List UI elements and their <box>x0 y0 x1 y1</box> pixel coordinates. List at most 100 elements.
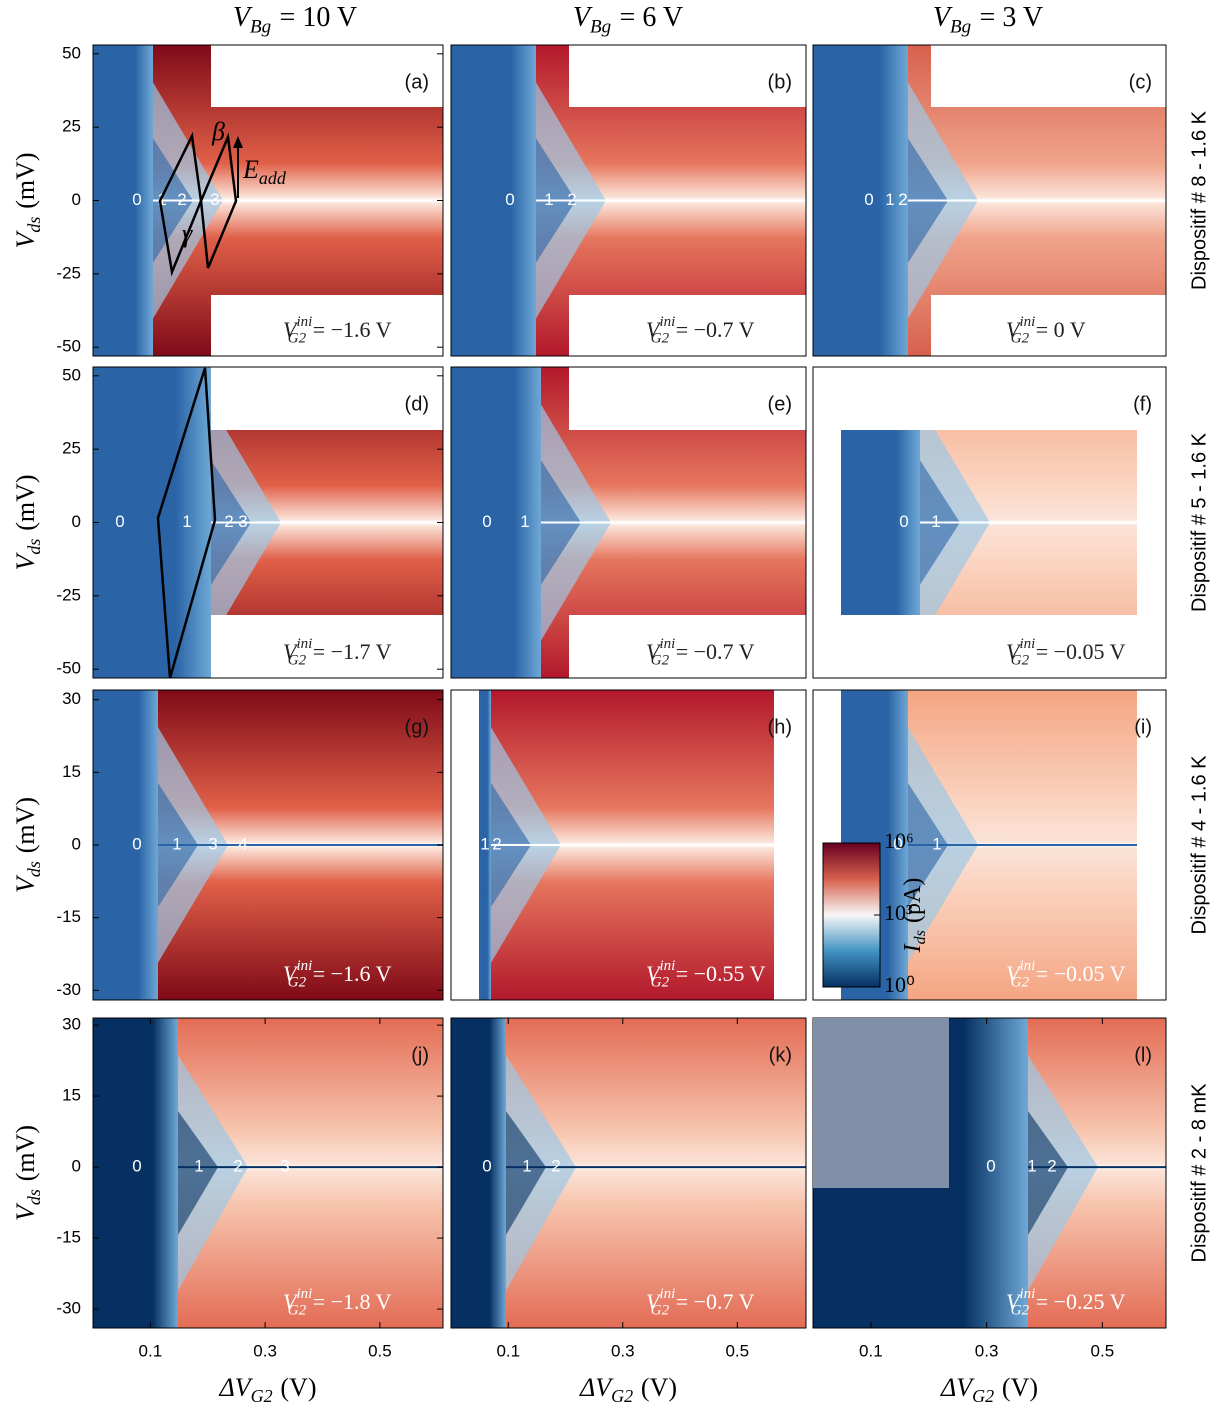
subscript: add <box>259 168 287 188</box>
panel-letter: (d) <box>405 393 429 415</box>
panel-frame <box>450 44 807 357</box>
subscript: ds <box>912 930 929 944</box>
no-data-region <box>569 295 806 356</box>
symbol: V <box>1006 317 1022 342</box>
v-ini-label: Vini G2 = −0.05 V <box>1006 959 1126 992</box>
colorbar-tick-label: 10³ <box>884 900 913 925</box>
charge-state-label: 0 <box>482 1157 491 1176</box>
charge-state-label: 1 <box>522 1157 531 1176</box>
panel-frame <box>450 366 807 679</box>
superscript: ini <box>659 959 675 975</box>
subscript: Bg <box>950 17 971 38</box>
heatmap-blocked-region <box>813 45 908 356</box>
panel-letter: (c) <box>1129 71 1152 93</box>
text: (V) <box>280 1373 316 1402</box>
text: (mV) <box>11 797 40 853</box>
superscript: ini <box>659 1287 675 1303</box>
charge-state-label: 1 <box>480 834 489 853</box>
heatmap-blocked-region <box>93 367 211 678</box>
symbol: E <box>242 155 259 184</box>
v-ini-label: Vini G2 = −1.7 V <box>283 637 392 670</box>
charge-state-label: 2 <box>1047 1157 1056 1176</box>
y-tick-label: -30 <box>56 1299 81 1318</box>
symbol: V <box>646 639 662 664</box>
no-data-region <box>774 690 806 1000</box>
text: = 10 V <box>280 2 358 33</box>
charge-state-label: 1 <box>931 512 940 531</box>
charge-state-label: 2 <box>898 190 907 209</box>
subscript: ds <box>24 217 44 233</box>
text: (V) <box>1002 1373 1038 1402</box>
colorbar <box>822 842 881 988</box>
subscript: G2 <box>651 1303 670 1319</box>
panel-frame <box>812 44 1167 357</box>
text: (pA) <box>900 878 926 923</box>
v-ini-label: Vini G2 = −1.8 V <box>283 1287 392 1320</box>
charge-state-label: 2 <box>567 190 576 209</box>
charge-state-label: 1 <box>520 512 529 531</box>
panel-frame <box>450 1017 807 1329</box>
symbol: V <box>1006 639 1022 664</box>
charge-state-label: 0 <box>132 834 141 853</box>
subscript: G2 <box>972 1386 994 1406</box>
text: (mV) <box>11 474 40 530</box>
coulomb-fan-core <box>1028 1111 1068 1235</box>
charge-state-label: 1 <box>932 834 941 853</box>
charge-state-label: 0 <box>893 834 902 853</box>
superscript: ini <box>1019 1287 1035 1303</box>
x-axis-label: ΔVG2 (V) <box>218 1373 316 1406</box>
coulomb-diamond <box>156 367 217 679</box>
superscript: ini <box>1019 959 1035 975</box>
y-axis-label: Vds (mV) <box>11 1125 44 1221</box>
y-tick-label: -50 <box>56 337 81 356</box>
column-title: VBg = 3 V <box>933 2 1043 37</box>
y-tick-label: 50 <box>62 365 81 384</box>
subscript: G2 <box>651 653 670 669</box>
v-ini-label: Vini G2 = −0.55 V <box>646 959 766 992</box>
x-tick-label: 0.1 <box>859 1341 883 1360</box>
v-ini-label: Vini G2 = −0.05 V <box>1006 637 1126 670</box>
symbol: V <box>233 2 253 33</box>
charge-state-label: 1 <box>1027 1157 1036 1176</box>
coulomb-fan-core <box>506 1111 546 1235</box>
symbol: V <box>283 961 299 986</box>
y-tick-label: -50 <box>56 659 81 678</box>
row-label: Dispositif # 8 - 1.6 K <box>1188 110 1210 290</box>
charge-state-label: 2 <box>233 1157 242 1176</box>
no-data-region <box>211 367 443 430</box>
symbol: V <box>1006 1289 1022 1314</box>
colorbar-tick-label: 10⁶ <box>884 828 914 853</box>
text: = −0.55 V <box>676 961 766 986</box>
v-ini-label: Vini G2 = −0.25 V <box>1006 1287 1126 1320</box>
subscript: G2 <box>651 975 670 991</box>
panel-letter: (g) <box>405 716 429 738</box>
y-axis-label: Vds (mV) <box>11 152 44 248</box>
heatmap-blocked-region <box>451 45 536 356</box>
subscript: ds <box>24 539 44 555</box>
panel-letter: (e) <box>768 393 792 415</box>
panel-letter: (j) <box>411 1044 429 1066</box>
superscript: ini <box>296 1287 312 1303</box>
heatmap-blocked-region <box>479 690 491 1000</box>
text: = 3 V <box>980 2 1044 33</box>
e-add-arrowhead <box>233 136 243 148</box>
y-tick-label: 25 <box>62 439 81 458</box>
text: (V) <box>641 1373 677 1402</box>
subscript: Bg <box>250 17 271 38</box>
y-tick-label: 0 <box>72 190 81 209</box>
symbol: V <box>646 317 662 342</box>
coulomb-fan-core <box>178 1111 218 1235</box>
text: = −0.7 V <box>676 639 755 664</box>
subscript: G2 <box>1011 1303 1030 1319</box>
panel-letter: (a) <box>405 71 429 93</box>
x-tick-label: 0.5 <box>1091 1341 1115 1360</box>
x-axis-label: ΔVG2 (V) <box>940 1373 1038 1406</box>
subscript: G2 <box>611 1386 633 1406</box>
y-tick-label: -15 <box>56 907 81 926</box>
no-data-region <box>211 615 443 678</box>
subscript: G2 <box>251 1386 273 1406</box>
annotation: β <box>211 117 225 146</box>
no-data-region <box>211 295 443 356</box>
subscript: G2 <box>288 653 307 669</box>
charge-state-label: 0 <box>505 190 514 209</box>
